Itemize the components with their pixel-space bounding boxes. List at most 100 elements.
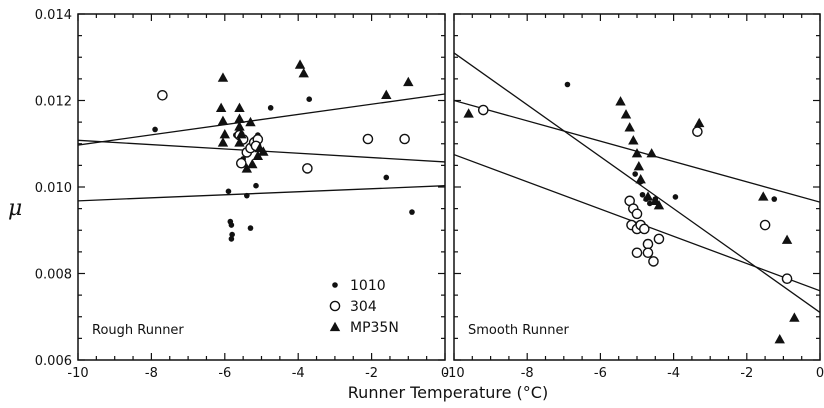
y-tick-label: 0.010 [35,181,72,196]
data-point-mp35n [781,234,793,244]
data-point-304 [639,223,650,235]
data-point-mp35n [219,129,230,139]
x-axis-label: Runner Temperature (°C) [348,383,548,402]
legend-marker-1010 [332,282,338,288]
data-point-mp35n [217,72,229,82]
data-point-304 [631,208,643,220]
data-point-1010 [383,174,390,181]
x-tick-label: -4 [667,366,680,381]
data-point-304 [642,238,654,250]
legend-label: MP35N [350,320,399,336]
data-point-1010 [152,126,158,133]
data-point-mp35n [381,89,392,100]
y-tick-label: 0.008 [35,268,72,283]
data-point-1010 [639,191,646,198]
data-point-mp35n [633,161,645,171]
data-point-304 [302,163,313,174]
data-point-mp35n [628,135,639,145]
data-point-1010 [672,194,679,200]
panel-label: Smooth Runner [468,323,569,338]
fit-line [78,185,445,202]
x-tick-label: 0 [441,366,449,381]
data-point-mp35n [298,68,309,78]
y-tick-label: 0.014 [35,8,72,23]
data-point-mp35n [694,117,705,128]
rough-runner-panel: -10 -8 -6 -4 -2 0 0.006 0.008 0.010 0.012 0.014 Rou… [35,8,449,381]
data-point-mp35n [234,137,245,147]
data-point-1010 [409,209,415,215]
data-point-mp35n [789,312,800,322]
data-point-1010 [228,236,235,242]
x-tick-label: -8 [521,366,534,381]
data-point-mp35n [774,334,785,344]
data-point-1010 [247,225,254,231]
data-point-1010 [306,96,313,103]
x-tick-label: -4 [292,366,305,381]
x-tick-label: 0 [816,366,824,381]
data-point-mp35n [245,116,256,127]
data-point-304 [362,133,374,145]
x-tick-label: -8 [145,366,158,381]
data-point-304 [642,247,654,259]
x-tick-label: -10 [443,366,464,381]
data-point-mp35n [215,102,227,113]
legend-marker-mp35n [329,321,341,332]
data-point-mp35n [463,108,474,118]
data-point-1010 [564,81,571,88]
y-tick-label: 0.012 [35,95,72,110]
legend-label: 304 [350,299,377,315]
data-point-mp35n [624,122,635,132]
data-point-304 [648,256,659,267]
data-point-mp35n [217,137,229,147]
data-point-mp35n [758,191,769,201]
data-point-304 [477,104,489,116]
data-point-mp35n [247,158,258,169]
data-point-304 [236,157,247,169]
data-point-mp35n [236,129,247,139]
x-tick-label: -2 [365,366,378,381]
data-point-mp35n [403,76,414,87]
smooth-runner-panel: -10 -8 -6 -4 -2 0 Smooth Runner [443,13,824,381]
data-point-mp35n [241,163,253,173]
data-point-1010 [225,188,232,195]
data-point-mp35n [217,115,229,125]
x-tick-label: -6 [594,366,607,381]
panel-label: Rough Runner [92,323,184,338]
data-point-mp35n [646,148,657,158]
data-point-mp35n [234,113,245,123]
x-tick-label: -6 [218,366,231,381]
data-point-mp35n [615,96,626,106]
data-point-1010 [632,171,638,177]
data-point-mp35n [642,191,654,201]
data-point-304 [759,219,771,231]
legend-label: 1010 [350,278,386,294]
data-point-mp35n [252,150,264,161]
data-point-mp35n [653,199,665,210]
y-axis-label: μ [8,196,22,221]
x-tick-label: -2 [740,366,753,381]
fit-line [78,93,445,146]
data-point-mp35n [234,121,245,131]
data-point-304 [399,133,410,145]
data-point-304 [157,90,168,101]
plot-frame [77,13,446,361]
data-point-1010 [267,105,274,111]
data-point-304 [631,247,643,259]
data-point-304 [692,126,703,137]
data-point-304 [781,273,793,284]
data-point-mp35n [635,174,646,184]
data-point-1010 [244,192,250,199]
data-point-mp35n [234,102,245,113]
data-point-1010 [771,196,778,202]
data-point-mp35n [258,146,269,156]
y-tick-label: 0.006 [35,354,72,369]
data-point-mp35n [620,109,632,119]
data-point-mp35n [631,148,643,158]
legend-marker-304 [329,300,341,312]
data-point-mp35n [294,59,306,69]
data-point-1010 [253,182,259,189]
data-point-304 [653,233,665,245]
x-tick-label: -10 [67,366,88,381]
data-point-1010 [228,222,235,228]
